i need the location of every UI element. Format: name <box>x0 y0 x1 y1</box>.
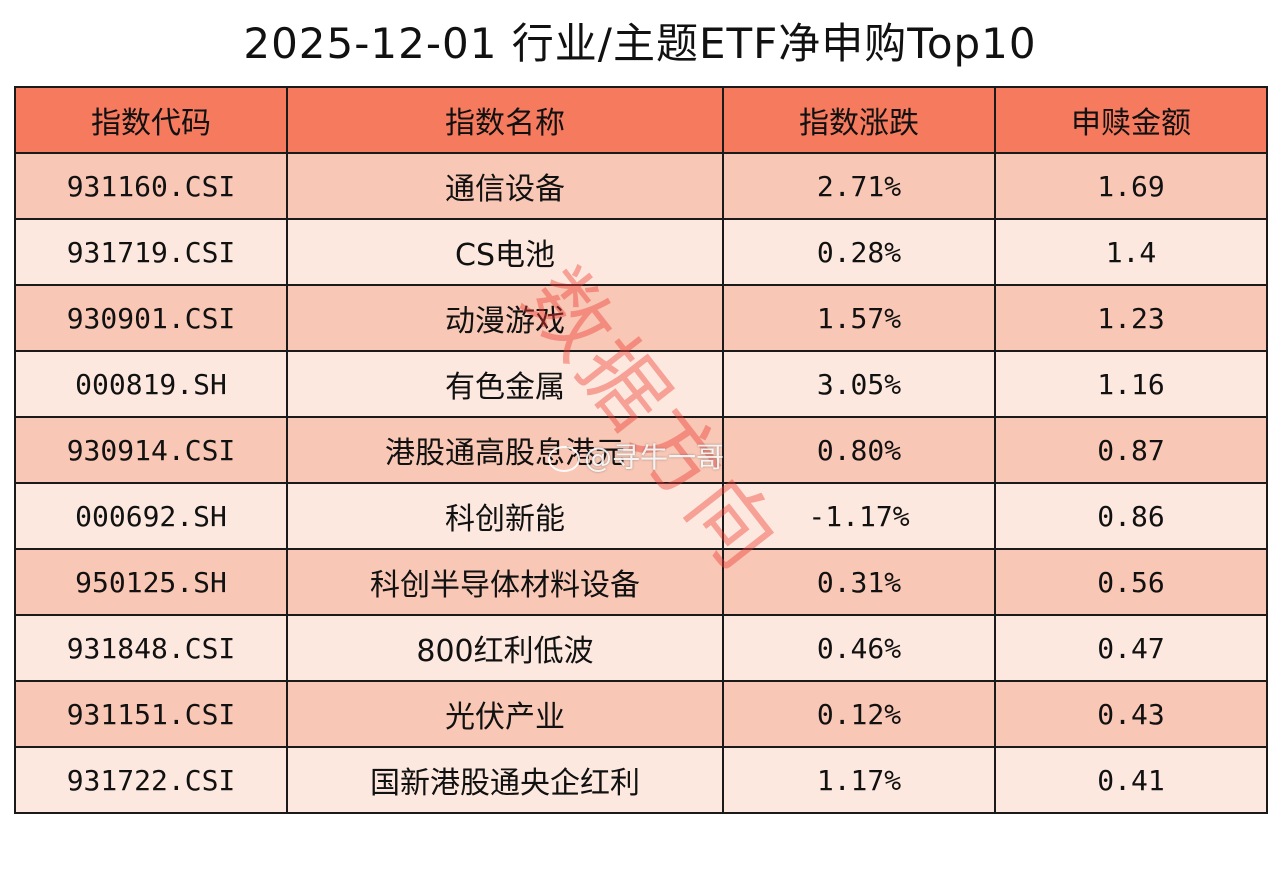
cell-name: 有色金属 <box>286 350 724 418</box>
cell-change: 0.46% <box>722 614 996 682</box>
cell-change: 0.12% <box>722 680 996 748</box>
cell-change: 0.80% <box>722 416 996 484</box>
column-header-amount: 申赎金额 <box>994 86 1268 154</box>
cell-name: 光伏产业 <box>286 680 724 748</box>
table-row: 931151.CSI 光伏产业 0.12% 0.43 <box>14 680 1268 748</box>
cell-change: 1.57% <box>722 284 996 352</box>
cell-code: 931151.CSI <box>14 680 288 748</box>
table-row: 000692.SH 科创新能 -1.17% 0.86 <box>14 482 1268 550</box>
cell-amount: 1.16 <box>994 350 1268 418</box>
cell-change: 1.17% <box>722 746 996 814</box>
column-header-change: 指数涨跌 <box>722 86 996 154</box>
cell-code: 931160.CSI <box>14 152 288 220</box>
cell-change: 0.28% <box>722 218 996 286</box>
table-body: 931160.CSI 通信设备 2.71% 1.69 931719.CSI CS电池 0.2… <box>14 152 1268 814</box>
table-row: 930901.CSI 动漫游戏 1.57% 1.23 <box>14 284 1268 352</box>
cell-change: -1.17% <box>722 482 996 550</box>
cell-code: 000819.SH <box>14 350 288 418</box>
table-row: 931722.CSI 国新港股通央企红利 1.17% 0.41 <box>14 746 1268 814</box>
cell-amount: 0.56 <box>994 548 1268 616</box>
table-row: 931848.CSI 800红利低波 0.46% 0.47 <box>14 614 1268 682</box>
table-row: 950125.SH 科创半导体材料设备 0.31% 0.56 <box>14 548 1268 616</box>
cell-amount: 0.87 <box>994 416 1268 484</box>
cell-amount: 1.23 <box>994 284 1268 352</box>
cell-change: 0.31% <box>722 548 996 616</box>
cell-name: 港股通高股息港元 <box>286 416 724 484</box>
cell-name: 科创新能 <box>286 482 724 550</box>
cell-code: 931722.CSI <box>14 746 288 814</box>
cell-name: CS电池 <box>286 218 724 286</box>
cell-name: 动漫游戏 <box>286 284 724 352</box>
cell-code: 931719.CSI <box>14 218 288 286</box>
table-row: 931719.CSI CS电池 0.28% 1.4 <box>14 218 1268 286</box>
cell-amount: 0.47 <box>994 614 1268 682</box>
cell-amount: 0.43 <box>994 680 1268 748</box>
cell-amount: 1.4 <box>994 218 1268 286</box>
column-header-name: 指数名称 <box>286 86 724 154</box>
cell-name: 通信设备 <box>286 152 724 220</box>
cell-name: 科创半导体材料设备 <box>286 548 724 616</box>
cell-code: 931848.CSI <box>14 614 288 682</box>
cell-code: 950125.SH <box>14 548 288 616</box>
cell-amount: 1.69 <box>994 152 1268 220</box>
page-title: 2025-12-01 行业/主题ETF净申购Top10 <box>243 19 1037 68</box>
etf-table: 指数代码 指数名称 指数涨跌 申赎金额 931160.CSI 通信设备 2.71% 1… <box>14 86 1268 814</box>
cell-code: 930914.CSI <box>14 416 288 484</box>
cell-change: 2.71% <box>722 152 996 220</box>
table-row: 000819.SH 有色金属 3.05% 1.16 <box>14 350 1268 418</box>
cell-name: 800红利低波 <box>286 614 724 682</box>
cell-code: 930901.CSI <box>14 284 288 352</box>
cell-change: 3.05% <box>722 350 996 418</box>
cell-name: 国新港股通央企红利 <box>286 746 724 814</box>
cell-amount: 0.86 <box>994 482 1268 550</box>
table-header-row: 指数代码 指数名称 指数涨跌 申赎金额 <box>14 86 1268 154</box>
column-header-code: 指数代码 <box>14 86 288 154</box>
table-row: 931160.CSI 通信设备 2.71% 1.69 <box>14 152 1268 220</box>
cell-amount: 0.41 <box>994 746 1268 814</box>
table-row: 930914.CSI 港股通高股息港元 0.80% 0.87 <box>14 416 1268 484</box>
cell-code: 000692.SH <box>14 482 288 550</box>
